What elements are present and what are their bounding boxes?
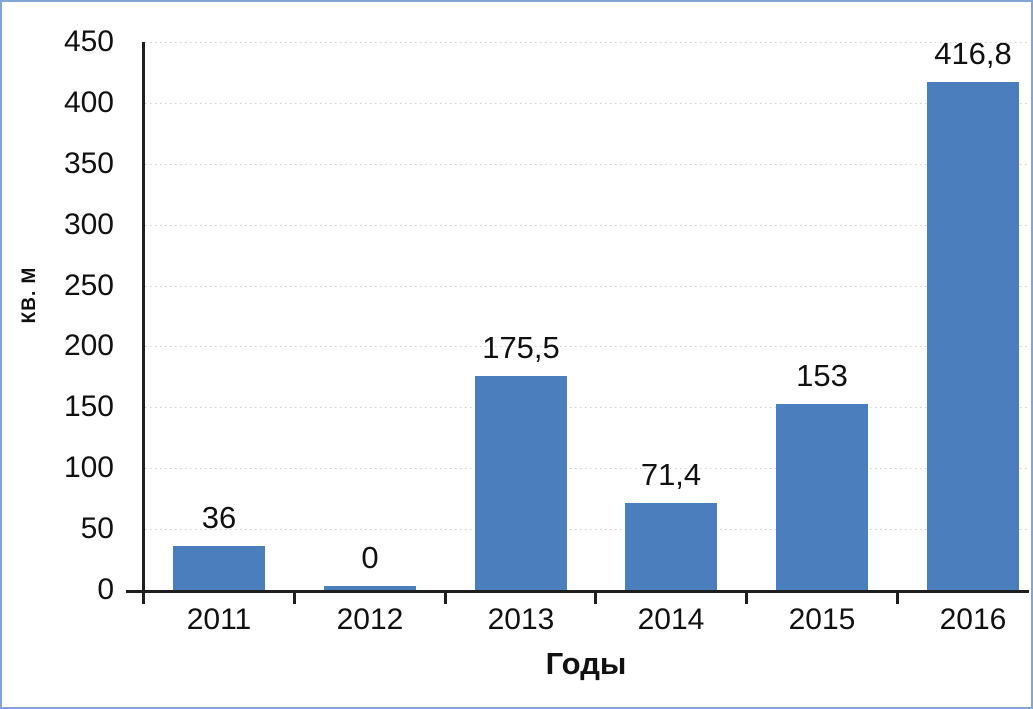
x-axis-line xyxy=(126,590,1029,593)
bar-value-label: 0 xyxy=(361,540,379,575)
x-tick-mark xyxy=(293,593,296,604)
y-tick-label: 0 xyxy=(97,573,114,606)
gridline xyxy=(145,42,1028,43)
y-tick-label: 300 xyxy=(63,208,114,241)
bar xyxy=(927,82,1019,590)
bar xyxy=(173,546,265,590)
bar xyxy=(324,586,416,590)
x-tick-label: 2012 xyxy=(336,603,404,636)
x-tick-mark xyxy=(896,593,899,604)
gridline xyxy=(145,164,1028,165)
bar-value-label: 416,8 xyxy=(934,36,1012,71)
gridline xyxy=(145,407,1028,408)
x-tick-label: 2015 xyxy=(788,603,856,636)
x-tick-label: 2013 xyxy=(487,603,555,636)
y-tick-label: 50 xyxy=(80,512,114,545)
gridline xyxy=(145,468,1028,469)
bar xyxy=(776,404,868,590)
gridline xyxy=(145,286,1028,287)
x-tick-mark xyxy=(745,593,748,604)
gridline xyxy=(145,225,1028,226)
y-tick-label: 400 xyxy=(63,86,114,119)
bar-value-label: 153 xyxy=(796,358,848,393)
y-tick-label: 200 xyxy=(63,329,114,362)
bar xyxy=(625,503,717,590)
x-tick-mark xyxy=(594,593,597,604)
x-axis-title: Годы xyxy=(545,646,627,681)
gridline xyxy=(145,529,1028,530)
bar-value-label: 175,5 xyxy=(482,330,560,365)
y-tick-label: 100 xyxy=(63,451,114,484)
y-tick-label: 350 xyxy=(63,147,114,180)
bar-value-label: 36 xyxy=(201,500,237,535)
x-tick-label: 2014 xyxy=(637,603,705,636)
bar-value-label: 71,4 xyxy=(640,457,702,492)
gridline xyxy=(145,346,1028,347)
y-tick-label: 150 xyxy=(63,390,114,423)
x-tick-label: 2016 xyxy=(939,603,1007,636)
y-axis-line xyxy=(142,42,145,604)
x-tick-label: 2011 xyxy=(186,603,252,636)
bar xyxy=(475,376,567,590)
gridline xyxy=(145,103,1028,104)
y-tick-label: 250 xyxy=(63,269,114,302)
x-tick-mark xyxy=(444,593,447,604)
y-tick-label: 450 xyxy=(63,25,114,58)
